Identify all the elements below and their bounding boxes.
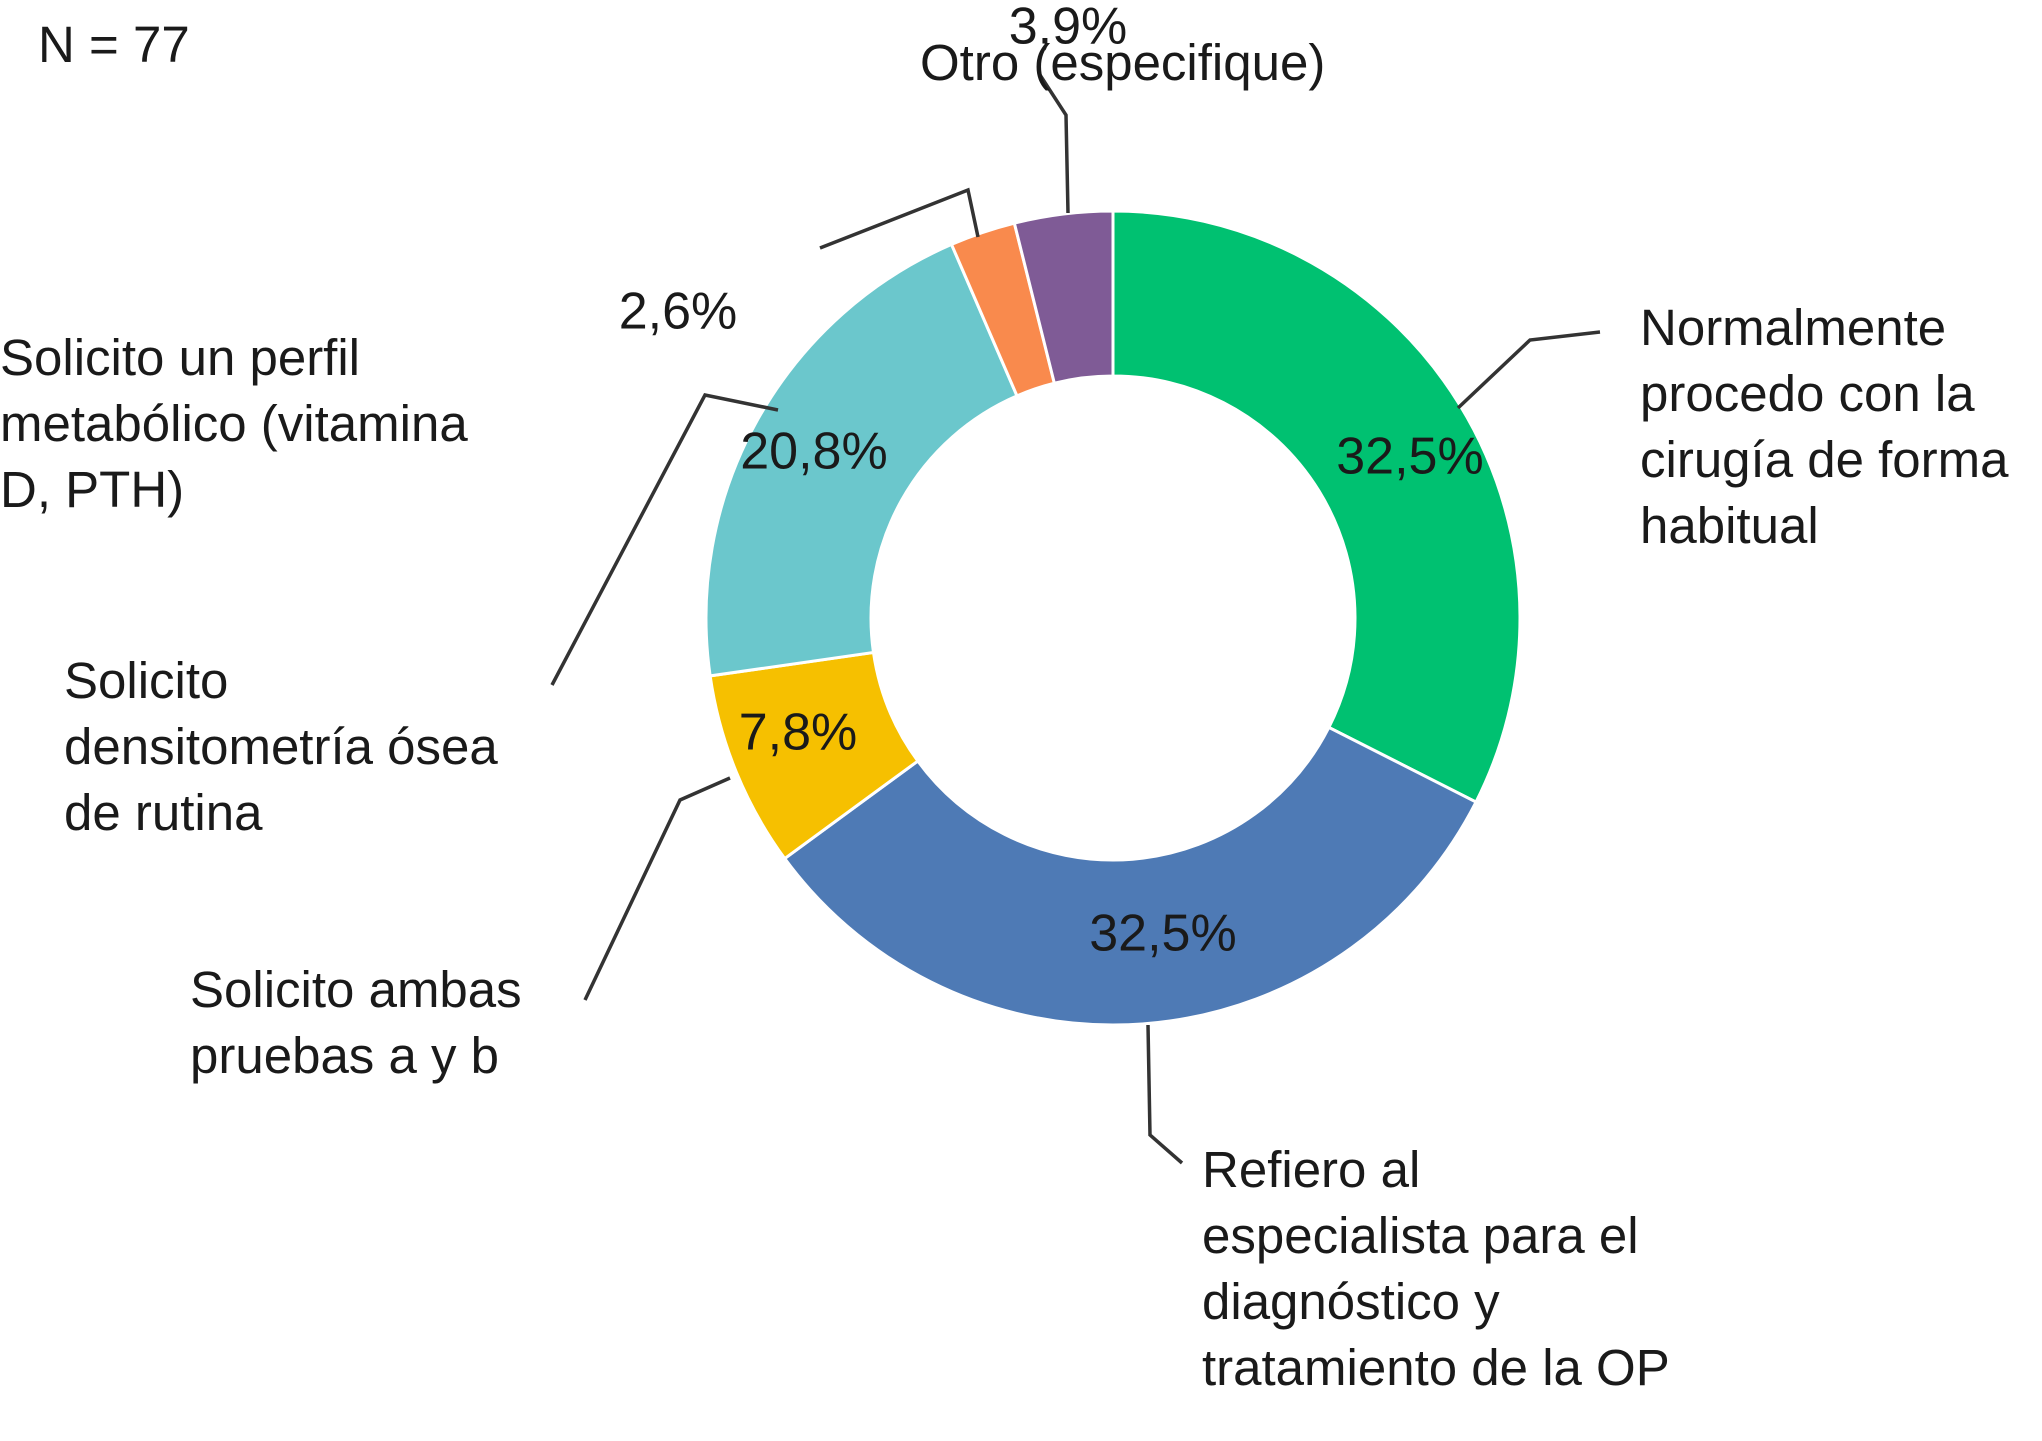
leader-lines [550,74,1601,1165]
leader-line [1456,330,1601,410]
value-labels: 32,5% 32,5% 7,8% 20,8% 2,6% 3,9% [619,0,1484,963]
leader-line [1146,1024,1184,1165]
category-label-line: de rutina [64,784,263,841]
sample-size-label: N = 77 [38,16,190,73]
leader-line [550,393,779,686]
donut-slice [1012,209,1115,386]
leader-line [1038,74,1070,214]
donut-slices [704,209,1522,1027]
category-label-line: habitual [1640,497,1819,554]
category-label-line: tratamiento de la OP [1202,1339,1670,1396]
category-label-line: Solicito [64,652,228,709]
category-label-line: densitometría ósea [64,718,498,775]
category-labels: Normalmente procedo con la cirugía de form… [0,34,2009,1396]
donut-slice [782,725,1479,1027]
category-label-line: pruebas a y b [190,1027,499,1084]
slice-value-label: 7,8% [739,704,858,762]
slice-value-label: 3,9% [1009,0,1128,56]
leader-line [819,187,980,250]
slice-category-label: Solicito ambas pruebas a y b [190,961,522,1084]
slice-category-label: Normalmente procedo con la cirugía de form… [1640,299,2009,554]
leader-line [583,776,731,1001]
category-label-line: Solicito ambas [190,961,522,1018]
donut-slice [704,242,1019,678]
slice-category-label: Solicito un perfil metabólico (vitamina D,… [0,329,468,518]
donut-slice [1111,209,1522,805]
category-label-line: diagnóstico y [1202,1273,1500,1330]
slice-value-label: 20,8% [740,423,887,481]
category-label-line: Otro (especifique) [920,34,1325,91]
slice-value-label: 32,5% [1089,905,1236,963]
category-label-line: Solicito un perfil [0,329,360,386]
category-label-line: metabólico (vitamina [0,395,468,452]
category-label-line: procedo con la [1640,365,1975,422]
category-label-line: Refiero al [1202,1141,1420,1198]
category-label-line: Normalmente [1640,299,1946,356]
category-label-line: D, PTH) [0,461,184,518]
slice-category-label: Otro (especifique) [920,34,1325,91]
slice-value-label: 2,6% [619,283,738,341]
category-label-line: especialista para el [1202,1207,1639,1264]
slice-category-label: Solicito densitometría ósea de rutina [64,652,498,841]
category-label-line: cirugía de forma [1640,431,2009,488]
slice-category-label: Refiero al especialista para el diagnóstic… [1202,1141,1670,1396]
slice-value-label: 32,5% [1336,428,1483,486]
